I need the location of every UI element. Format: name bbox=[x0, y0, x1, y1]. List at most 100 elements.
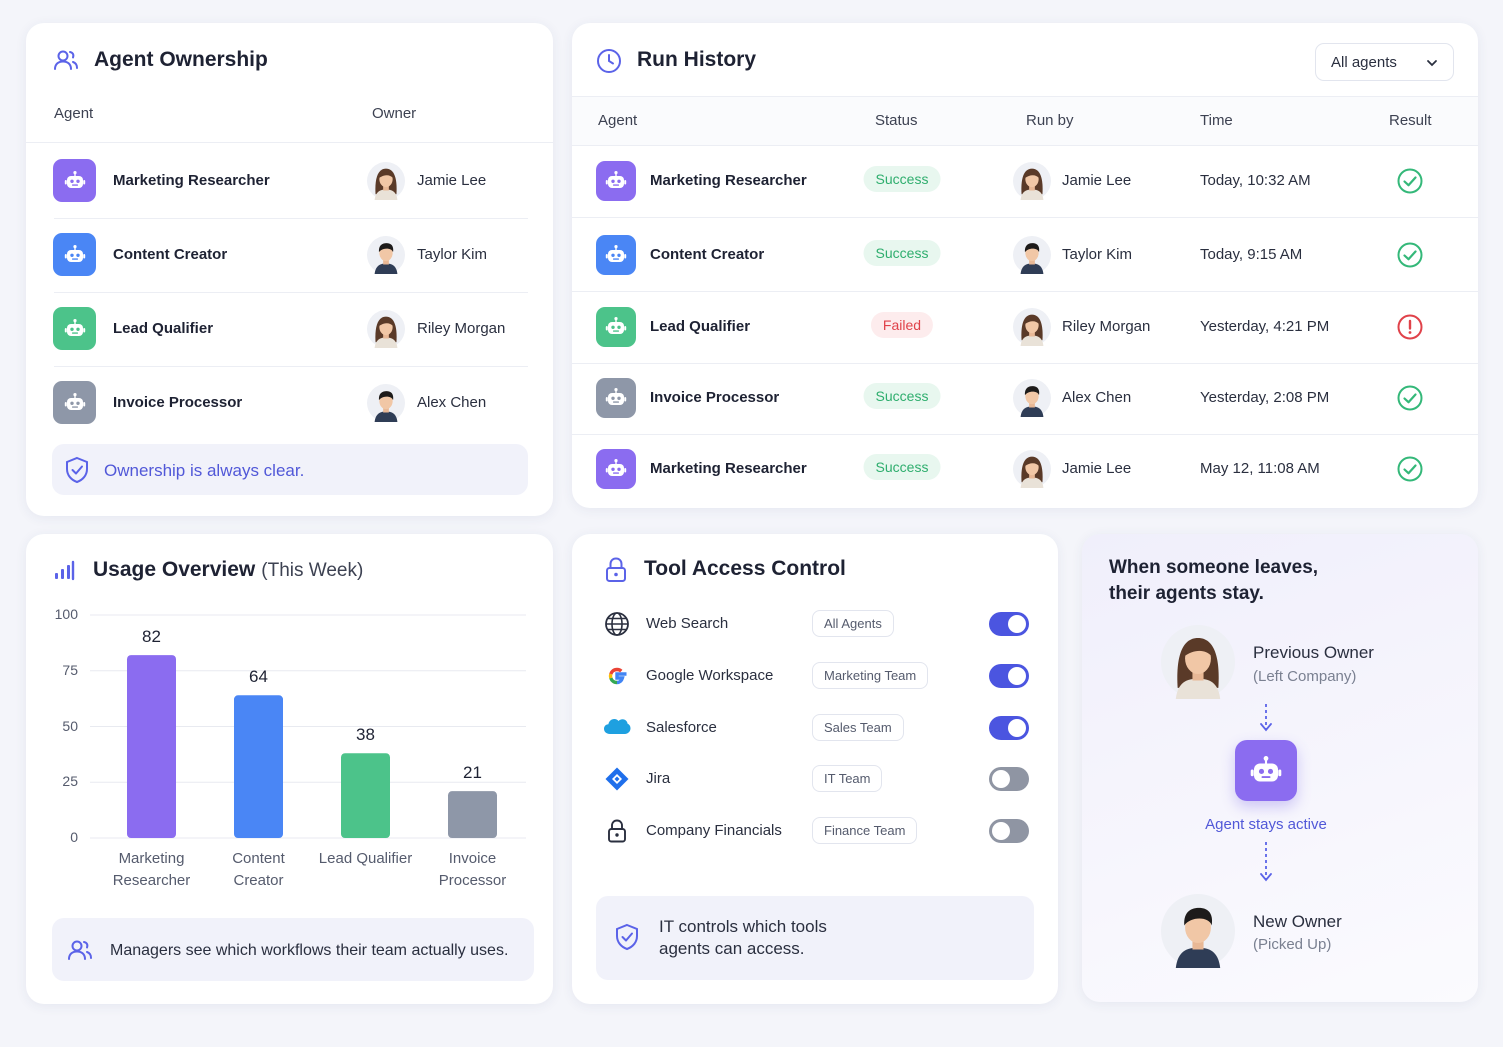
run-by: Jamie Lee bbox=[1062, 172, 1132, 189]
toggle-knob bbox=[1008, 718, 1026, 737]
tool-icon-part-part bbox=[609, 677, 618, 684]
agent-icon-part-part bbox=[624, 254, 627, 259]
title-icon-part bbox=[606, 557, 626, 582]
title-icon-part-part bbox=[609, 557, 623, 568]
access-toggle[interactable] bbox=[989, 612, 1029, 636]
bar bbox=[448, 791, 497, 838]
value-label: 21 bbox=[463, 763, 482, 783]
tool-icon bbox=[603, 818, 631, 844]
agent-icon-part-part bbox=[614, 317, 618, 321]
agent-icon-part-part bbox=[72, 318, 77, 322]
tool-icon-part bbox=[608, 819, 626, 843]
column-header: Owner bbox=[372, 105, 417, 122]
result-icon bbox=[1396, 241, 1424, 274]
note-icon bbox=[67, 938, 93, 967]
access-toggle[interactable] bbox=[989, 663, 1029, 688]
agent-icon-part-part bbox=[72, 244, 77, 248]
card-subtitle: (This Week) bbox=[261, 560, 364, 581]
agent-icon-part-part bbox=[1267, 768, 1274, 774]
agent-icon-part-part bbox=[82, 327, 85, 332]
agent-icon-part-part bbox=[613, 330, 619, 332]
result-icon-part-part bbox=[1397, 385, 1423, 411]
agent-icon-part-part bbox=[64, 253, 67, 258]
note-icon-part-part bbox=[66, 456, 88, 484]
agent-icon-part bbox=[605, 459, 627, 476]
avatar-part bbox=[374, 411, 398, 422]
run-by: Taylor Kim bbox=[1062, 246, 1133, 263]
agent-icon-part-part bbox=[624, 397, 627, 402]
agent-icon-part-part bbox=[71, 331, 78, 334]
tool-icon bbox=[603, 715, 631, 741]
avatar-part bbox=[1024, 243, 1040, 253]
row-divider bbox=[572, 217, 1478, 218]
agent-icon-part-part bbox=[66, 175, 83, 188]
tool-name: Salesforce bbox=[646, 718, 717, 736]
result-icon-part bbox=[1397, 242, 1423, 268]
agent-icon-part-part bbox=[605, 326, 608, 331]
agent-icon-part-part bbox=[82, 401, 85, 406]
agent-icon-part bbox=[605, 317, 627, 334]
agent-icon bbox=[596, 161, 636, 201]
agent-icon bbox=[596, 235, 636, 275]
avatar-part bbox=[1029, 471, 1035, 479]
avatar-part bbox=[1024, 386, 1040, 396]
agent-icon-part-part bbox=[73, 246, 76, 250]
row-divider bbox=[572, 363, 1478, 364]
note-box: Ownership is always clear. bbox=[52, 444, 528, 495]
value-label: 64 bbox=[249, 667, 268, 687]
scope-pill: All Agents bbox=[812, 610, 894, 637]
tool-icon-part-part bbox=[604, 718, 631, 734]
agent-name: Marketing Researcher bbox=[113, 172, 270, 189]
avatar-part bbox=[383, 183, 389, 191]
column-header: Status bbox=[875, 112, 918, 129]
status-pill: Failed bbox=[870, 312, 934, 338]
avatar-part bbox=[1020, 406, 1044, 417]
note-box: Managers see which workflows their team … bbox=[52, 918, 534, 981]
card-title: Usage Overview bbox=[93, 558, 256, 581]
agent-icon-part-part bbox=[605, 180, 608, 185]
run-by: Alex Chen bbox=[1062, 389, 1132, 406]
access-toggle[interactable] bbox=[989, 767, 1029, 792]
bar bbox=[341, 753, 390, 838]
agent-icon-part-part bbox=[71, 183, 78, 186]
tool-name: Google Workspace bbox=[646, 666, 774, 684]
avatar-part bbox=[1024, 170, 1040, 179]
agent-icon-part-part bbox=[608, 250, 624, 262]
title-icon bbox=[53, 48, 79, 77]
avatar-part bbox=[1192, 936, 1204, 950]
agent-icon-part-part bbox=[1254, 763, 1278, 781]
y-tick-label: 0 bbox=[70, 829, 78, 845]
tool-icon-part bbox=[604, 718, 631, 734]
agent-icon-part-part bbox=[611, 179, 615, 183]
flow-arrow-part bbox=[1260, 842, 1272, 882]
agent-icon-part-part bbox=[614, 459, 618, 463]
toggle-knob bbox=[992, 822, 1010, 841]
avatar bbox=[367, 162, 405, 200]
agent-icon-part-part bbox=[69, 179, 74, 183]
avatar-part bbox=[1020, 189, 1044, 200]
agent-icon-part-part bbox=[64, 327, 67, 332]
avatar bbox=[1013, 236, 1051, 274]
title-icon bbox=[596, 48, 622, 79]
x-tick-label: Content Creator bbox=[232, 850, 285, 889]
access-toggle[interactable] bbox=[989, 715, 1029, 740]
avatar-part bbox=[374, 337, 398, 348]
bar-chart bbox=[90, 614, 526, 839]
card-title-row: Usage Overview (This Week) bbox=[93, 558, 363, 582]
agent-icon-part bbox=[605, 171, 627, 188]
agent-name: Invoice Processor bbox=[113, 394, 243, 411]
title-icon-part-part bbox=[69, 51, 78, 69]
agent-icon bbox=[596, 449, 636, 489]
run-time: Yesterday, 2:08 PM bbox=[1200, 389, 1330, 406]
agent-filter-dropdown[interactable]: All agents bbox=[1315, 43, 1454, 81]
note-icon-part-part bbox=[621, 932, 633, 942]
access-toggle[interactable] bbox=[989, 819, 1029, 844]
card-title: Run History bbox=[637, 48, 757, 71]
result-icon-part bbox=[1397, 385, 1423, 411]
result-icon-part-part bbox=[1403, 250, 1417, 261]
agent-icon-part-part bbox=[614, 171, 618, 175]
toggle-knob bbox=[1008, 615, 1026, 633]
agent-name: Lead Qualifier bbox=[650, 318, 751, 335]
column-header: Agent bbox=[54, 105, 94, 122]
agent-icon-part-part bbox=[617, 396, 621, 400]
